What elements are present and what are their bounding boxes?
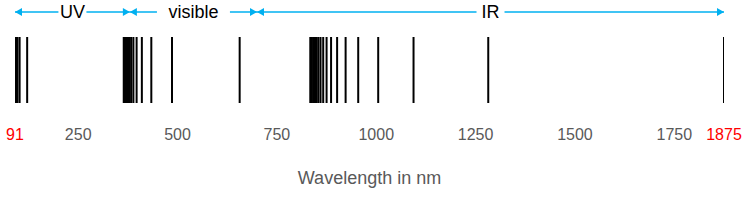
svg-text:Wavelength in nm: Wavelength in nm <box>298 168 441 188</box>
svg-text:1750: 1750 <box>657 126 693 143</box>
svg-text:91: 91 <box>8 126 24 143</box>
svg-text:750: 750 <box>264 126 291 143</box>
svg-text:UV: UV <box>60 2 85 22</box>
svg-text:500: 500 <box>164 126 191 143</box>
svg-text:1500: 1500 <box>557 126 593 143</box>
svg-text:1000: 1000 <box>358 126 394 143</box>
svg-text:IR: IR <box>482 2 500 22</box>
svg-text:visible: visible <box>168 2 218 22</box>
svg-text:1250: 1250 <box>458 126 494 143</box>
svg-text:250: 250 <box>65 126 92 143</box>
svg-text:1875: 1875 <box>706 126 742 143</box>
